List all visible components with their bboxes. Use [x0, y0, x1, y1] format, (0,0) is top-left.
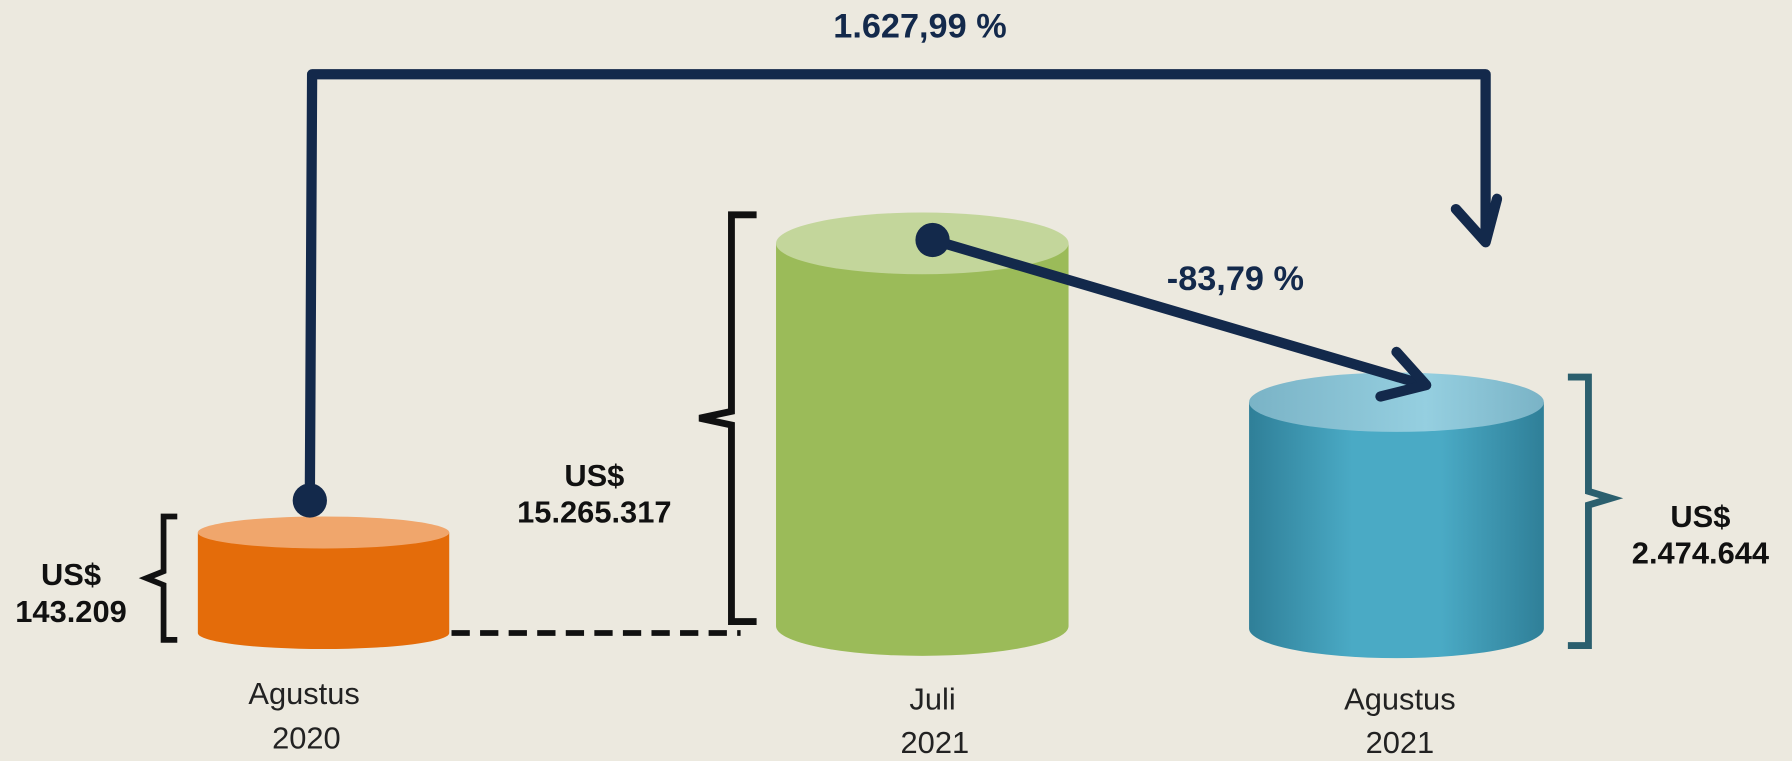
change-label: 1.627,99 %	[833, 8, 1006, 46]
cylinder-blue	[1249, 372, 1544, 659]
value-label: 2.474.644	[1632, 535, 1769, 570]
value-label: 15.265.317	[517, 494, 671, 529]
cylinder-green	[776, 212, 1069, 656]
value-label: US$	[1670, 499, 1730, 534]
period-label: 2021	[1366, 725, 1435, 760]
dot	[292, 483, 327, 518]
arrow	[304, 69, 1503, 506]
value-label: 143.209	[15, 594, 127, 629]
bracket	[138, 513, 178, 643]
value-label: US$	[564, 458, 624, 493]
bracket	[698, 211, 757, 626]
period-label: 2021	[901, 725, 970, 760]
value-label: US$	[41, 557, 101, 592]
cylinder-orange	[197, 516, 450, 650]
period-label: Agustus	[1344, 682, 1455, 717]
period-label: Juli	[909, 682, 955, 717]
period-label: Agustus	[248, 676, 359, 711]
change-label: -83,79 %	[1167, 260, 1304, 298]
arrow	[927, 234, 1432, 402]
period-label: 2020	[272, 721, 341, 756]
dot	[915, 222, 950, 258]
bracket	[1567, 373, 1624, 650]
